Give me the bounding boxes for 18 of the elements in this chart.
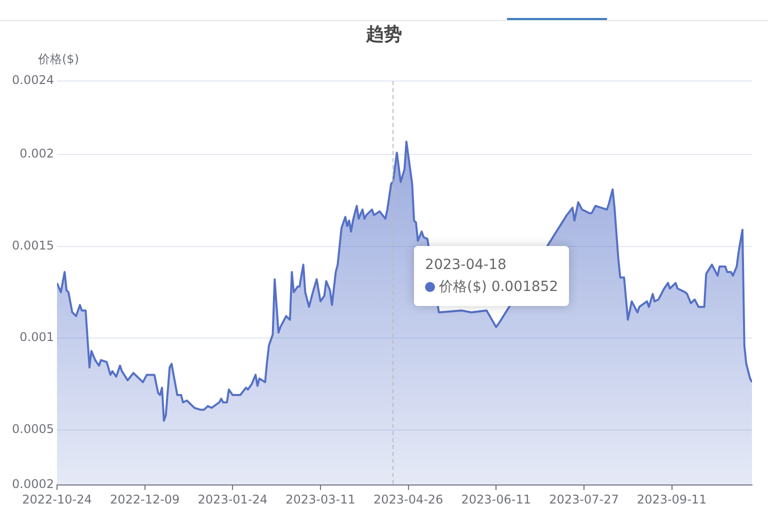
y-tick-label: 0.0005 xyxy=(12,422,54,436)
y-tick-label: 0.002 xyxy=(20,146,54,161)
x-tick-label: 2023-06-11 xyxy=(461,492,532,506)
chart-title: 趋势 xyxy=(364,23,403,46)
y-axis-title: 价格($) xyxy=(38,51,79,68)
x-tick-label: 2023-09-11 xyxy=(636,492,707,506)
annotation: 2023-04-18 xyxy=(425,256,506,275)
y-tick-label: 0.0002 xyxy=(12,477,54,492)
y-tick-label: 0.0015 xyxy=(12,238,54,252)
x-tick-label: 2023-03-11 xyxy=(286,492,356,506)
x-tick-label: 2023-04-26 xyxy=(373,492,444,506)
x-tick-label: 2023-07-27 xyxy=(549,492,619,506)
x-tick-label: 2022-10-24 xyxy=(22,492,92,506)
y-tick-label: 0.001 xyxy=(20,330,54,344)
x-tick-label: 2022-12-09 xyxy=(110,492,180,506)
y-tick-label: 0.0024 xyxy=(12,73,54,88)
x-tick-label: 2023-01-24 xyxy=(198,492,268,506)
annotation: 价格($) 0.001852 xyxy=(439,278,558,297)
